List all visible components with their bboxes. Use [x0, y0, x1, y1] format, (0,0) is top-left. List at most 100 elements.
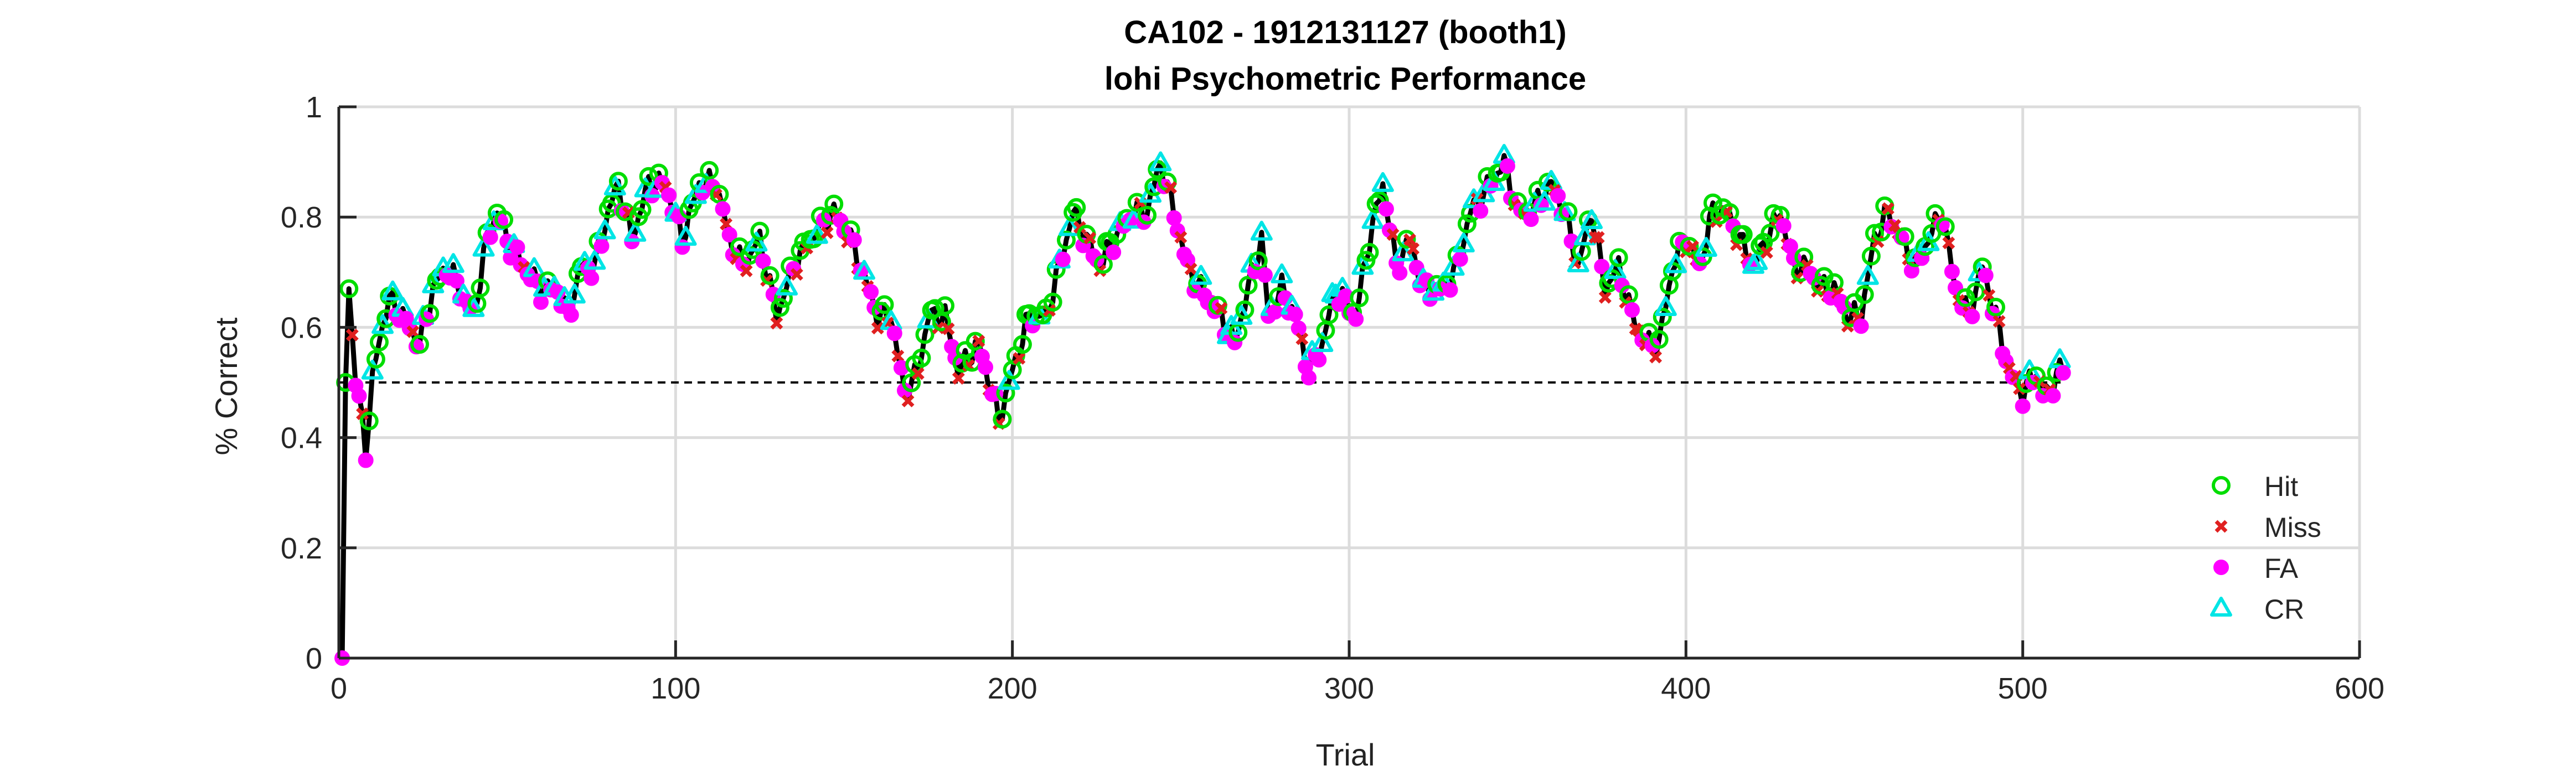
legend-item-miss: Miss	[2214, 512, 2321, 543]
miss-marker	[1942, 236, 1955, 250]
miss-stroke	[1770, 214, 1784, 227]
miss-stroke	[942, 322, 955, 335]
fa-marker	[863, 284, 879, 300]
hit-marker	[770, 298, 789, 317]
hit-marker	[750, 221, 770, 241]
cr-marker	[1361, 209, 1384, 229]
fa-marker	[1055, 251, 1071, 267]
miss-stroke	[1215, 302, 1228, 315]
fa-marker	[482, 229, 498, 245]
legend-item-hit: Hit	[2212, 471, 2298, 502]
hit-marker	[602, 194, 621, 213]
hit-marker	[639, 167, 658, 186]
miss-marker	[790, 268, 803, 281]
miss-stroke	[740, 264, 753, 277]
miss-stroke	[1592, 231, 1605, 244]
miss-stroke	[356, 407, 369, 421]
fa-marker	[1348, 311, 1364, 327]
miss-stroke	[1508, 198, 1521, 211]
hit-marker	[359, 411, 379, 431]
hit-marker	[1649, 330, 1669, 349]
hit-marker	[339, 279, 359, 298]
hit-marker	[1861, 246, 1881, 266]
miss-marker	[1083, 231, 1097, 245]
cr-marker	[1567, 252, 1589, 272]
fa-marker	[533, 294, 549, 310]
fa-marker	[1964, 308, 1980, 324]
fa-marker	[1499, 158, 1515, 174]
miss-stroke	[1851, 312, 1865, 325]
fa-marker	[755, 253, 771, 269]
fa-marker	[563, 307, 579, 323]
hit-marker	[1397, 230, 1416, 249]
cr-marker	[674, 225, 697, 246]
miss-stroke	[760, 274, 773, 287]
chart-title-line-1: CA102 - 1912131127 (booth1)	[1124, 14, 1566, 50]
hit-marker	[1680, 236, 1699, 256]
miss-stroke	[1942, 236, 1955, 250]
hit-marker	[1619, 285, 1638, 304]
miss-stroke	[2010, 370, 2022, 383]
cr-marker	[1695, 237, 1717, 257]
cr-marker	[1665, 253, 1687, 273]
legend-item-cr: CR	[2210, 594, 2304, 625]
y-axis-label: % Correct	[209, 317, 244, 455]
fa-marker	[846, 232, 862, 248]
hit-marker	[1895, 227, 1914, 246]
cr-marker	[624, 221, 647, 242]
miss-marker	[770, 317, 783, 330]
fa-marker	[358, 452, 374, 468]
miss-stroke	[1174, 231, 1188, 244]
hit-marker	[1855, 285, 1874, 304]
hit-marker	[1138, 205, 1157, 225]
cr-marker	[1856, 265, 1879, 285]
hit-marker	[494, 210, 514, 229]
miss-stroke	[1083, 231, 1097, 245]
fa-marker	[2055, 365, 2071, 381]
hit-marker	[875, 295, 894, 314]
axes	[337, 105, 2361, 660]
miss-stroke	[972, 334, 985, 348]
x-tick-label: 300	[1324, 672, 1374, 705]
miss-marker	[911, 367, 925, 380]
cr-marker	[1149, 151, 1172, 172]
y-tick-label: 0.6	[281, 311, 322, 344]
hit-marker	[370, 333, 389, 352]
legend-label: CR	[2264, 594, 2304, 625]
miss-stroke	[1407, 242, 1420, 255]
fa-marker	[1594, 258, 1610, 275]
fa-marker	[593, 238, 610, 254]
cr-marker	[1271, 263, 1293, 283]
legend-label: FA	[2264, 553, 2299, 584]
cr-marker	[361, 359, 384, 380]
miss-marker	[871, 322, 884, 335]
fa-marker	[1944, 263, 1960, 280]
cr-marker	[1573, 225, 1596, 246]
miss-marker	[1598, 291, 1612, 304]
miss-stroke	[891, 349, 905, 363]
miss-marker	[1592, 231, 1605, 244]
fa-marker	[351, 388, 367, 404]
hit-marker	[1043, 292, 1062, 312]
legend-hit-marker	[2212, 476, 2231, 495]
miss-stroke	[622, 206, 635, 219]
fa-marker	[1287, 307, 1303, 323]
hit-marker	[1013, 335, 1032, 354]
miss-marker	[1881, 202, 1894, 215]
miss-stroke	[1888, 219, 1901, 232]
hit-marker	[1935, 217, 1955, 236]
tick-labels: 0 100 200 300 400 500 600 0 0.2 0.4 0.6 0.8 1	[281, 91, 2384, 705]
miss-stroke	[1013, 351, 1026, 365]
hit-marker	[902, 373, 921, 392]
miss-stroke	[2214, 520, 2228, 533]
miss-stroke	[406, 325, 420, 338]
trial-markers	[334, 143, 2071, 666]
y-tick-label: 0.4	[281, 422, 322, 455]
fa-marker	[1267, 304, 1283, 320]
fa-marker	[1998, 353, 2014, 369]
hit-marker	[1986, 298, 2005, 317]
cr-marker	[1581, 209, 1603, 229]
cr-marker	[1392, 241, 1415, 262]
